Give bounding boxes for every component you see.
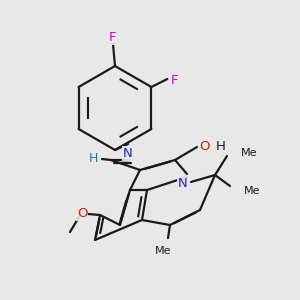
Text: F: F: [171, 74, 178, 87]
Text: F: F: [109, 31, 117, 44]
Text: Me: Me: [244, 186, 260, 196]
Text: Me: Me: [155, 246, 171, 256]
Text: N: N: [123, 147, 133, 160]
Text: N: N: [178, 177, 188, 190]
Text: H: H: [88, 152, 98, 165]
Text: O: O: [200, 140, 210, 153]
Text: O: O: [77, 207, 87, 220]
Text: Me: Me: [241, 148, 257, 158]
Text: H: H: [216, 140, 226, 153]
